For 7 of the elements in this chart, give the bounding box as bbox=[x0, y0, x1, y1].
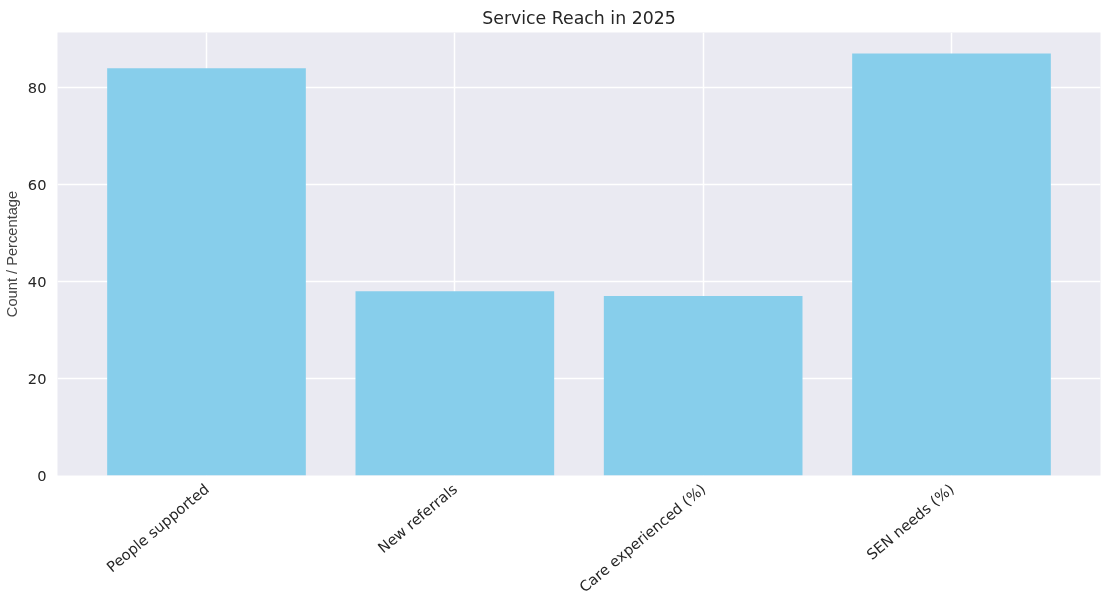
y-tick-label: 80 bbox=[27, 78, 47, 96]
chart-title: Service Reach in 2025 bbox=[482, 7, 676, 28]
y-tick-label: 40 bbox=[27, 272, 47, 290]
y-tick-label: 60 bbox=[27, 175, 47, 193]
y-tick-label: 0 bbox=[37, 466, 47, 484]
y-tick-label: 20 bbox=[27, 369, 47, 387]
y-axis-title: Count / Percentage bbox=[3, 190, 20, 318]
